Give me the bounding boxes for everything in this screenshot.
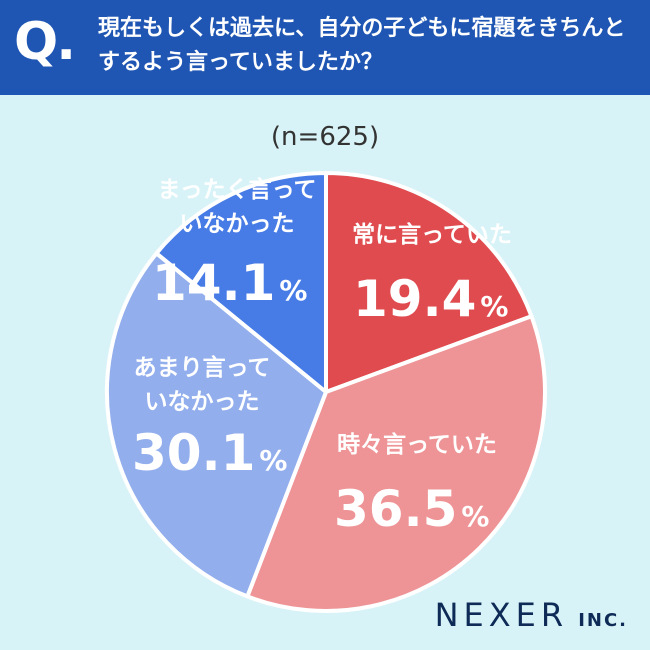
slice-value-unit: %: [461, 500, 489, 533]
slice-label: まったく言って: [158, 176, 317, 203]
slice-label: 常に言っていた: [352, 221, 512, 248]
slice-label: いなかった: [180, 211, 295, 237]
slice-value: 36.5%: [334, 480, 489, 538]
pie-slice: [154, 171, 328, 394]
question-header: Q. 現在もしくは過去に、自分の子どもに宿題をきちんとするよう言っていましたか？: [0, 0, 650, 95]
sample-size: (n=625): [270, 122, 380, 152]
pie-slice: [105, 251, 328, 599]
slice-value: 30.1%: [132, 424, 287, 482]
logo-main: NEXER: [434, 596, 569, 634]
question-mark: Q.: [14, 12, 76, 72]
slice-value-unit: %: [279, 274, 307, 307]
slice-label: 時々言っていた: [337, 431, 497, 458]
pie-slice: [324, 171, 534, 394]
slice-value-unit: %: [259, 444, 287, 477]
slice-label: いなかった: [145, 389, 260, 415]
slice-label: あまり言って: [134, 354, 271, 381]
slice-value-number: 30.1: [132, 424, 255, 482]
slice-value: 14.1%: [152, 254, 307, 312]
logo-sub: INC.: [578, 610, 628, 631]
slice-value-unit: %: [480, 290, 508, 323]
question-text: 現在もしくは過去に、自分の子どもに宿題をきちんとするよう言っていましたか？: [98, 16, 626, 75]
slice-value-number: 14.1: [152, 254, 275, 312]
slice-value: 19.4%: [353, 270, 508, 328]
nexer-logo: NEXER INC.: [435, 596, 628, 634]
slice-value-number: 36.5: [334, 480, 457, 538]
pie-slice: [245, 314, 547, 613]
slice-value-number: 19.4: [353, 270, 476, 328]
